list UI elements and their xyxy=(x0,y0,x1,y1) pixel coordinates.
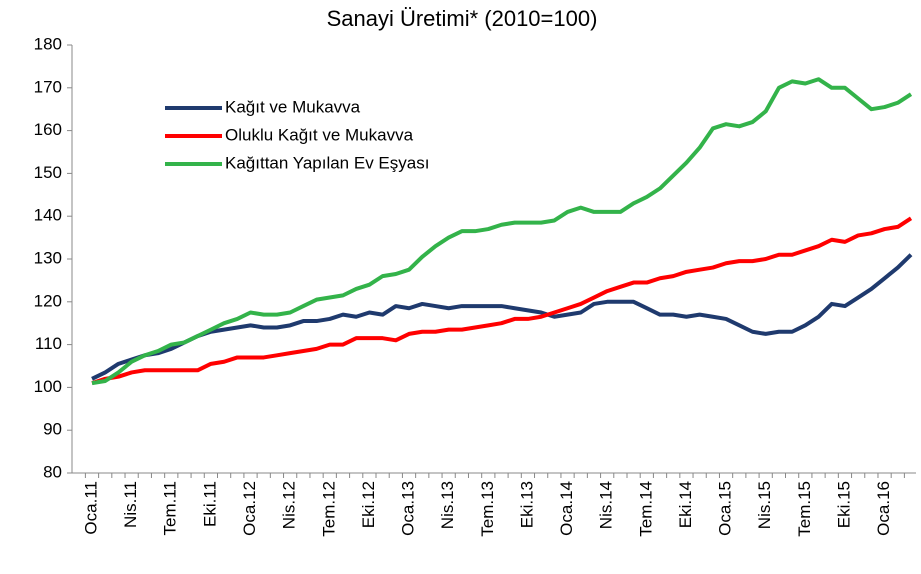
y-tick-label: 160 xyxy=(34,120,62,139)
series-line xyxy=(91,216,913,386)
x-tick-label: Eki.11 xyxy=(200,481,219,527)
y-tick-label: 120 xyxy=(34,291,62,310)
y-tick-label: 110 xyxy=(35,334,62,353)
series-line xyxy=(91,77,913,386)
legend-label: Kağıt ve Mukavva xyxy=(225,97,361,116)
x-tick-label: Eki.15 xyxy=(834,481,853,528)
x-tick-label: Oca.16 xyxy=(874,481,893,536)
x-tick-label: Oca.13 xyxy=(399,481,418,536)
legend-label: Kağıttan Yapılan Ev Eşyası xyxy=(225,153,429,172)
x-tick-label: Eki.14 xyxy=(676,481,695,528)
legend-label: Oluklu Kağıt ve Mukavva xyxy=(225,125,414,144)
x-tick-label: Oca.15 xyxy=(716,481,735,536)
y-tick-label: 130 xyxy=(34,248,62,267)
x-tick-label: Eki.12 xyxy=(359,481,378,528)
x-tick-label: Oca.14 xyxy=(557,481,576,536)
y-tick-label: 80 xyxy=(43,462,62,481)
y-tick-label: 170 xyxy=(34,77,62,96)
y-tick-label: 180 xyxy=(34,34,62,53)
x-tick-label: Nis.14 xyxy=(597,481,616,529)
y-tick-label: 90 xyxy=(43,420,62,439)
x-tick-label: Tem.14 xyxy=(636,481,655,537)
x-tick-label: Tem.13 xyxy=(478,481,497,537)
y-tick-label: 100 xyxy=(34,377,62,396)
x-tick-label: Oca.12 xyxy=(240,481,259,536)
x-tick-label: Nis.12 xyxy=(280,481,299,529)
series-line xyxy=(91,253,913,381)
chart-title: Sanayi Üretimi* (2010=100) xyxy=(327,6,598,31)
x-tick-label: Tem.12 xyxy=(319,481,338,537)
x-tick-label: Tem.15 xyxy=(795,481,814,537)
x-tick-label: Nis.13 xyxy=(438,481,457,529)
y-tick-label: 150 xyxy=(34,163,62,182)
y-tick-label: 140 xyxy=(34,206,62,225)
x-tick-label: Nis.15 xyxy=(755,481,774,529)
x-tick-label: Eki.13 xyxy=(517,481,536,528)
x-tick-label: Nis.11 xyxy=(121,481,140,528)
x-tick-label: Oca.11 xyxy=(81,481,100,535)
x-tick-label: Tem.11 xyxy=(161,481,180,536)
